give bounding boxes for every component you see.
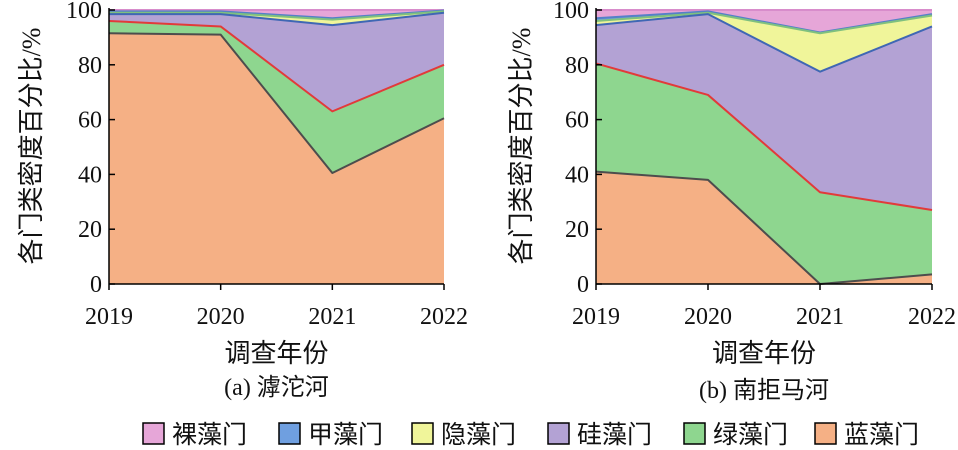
- y-tick-label: 0: [577, 272, 589, 298]
- area-蓝藻门: [596, 171, 932, 284]
- legend-label-隐藻门: 隐藻门: [441, 421, 516, 449]
- y-tick-label: 20: [78, 217, 102, 243]
- legend-swatch-蓝藻门: [814, 422, 837, 445]
- legend-label-绿藻门: 绿藻门: [713, 421, 788, 449]
- x-tick-label: 2021: [796, 304, 844, 330]
- y-tick-label: 0: [90, 272, 102, 298]
- legend-label-裸藻门: 裸藻门: [172, 421, 247, 449]
- legend-swatch-裸藻门: [142, 422, 165, 445]
- x-tick-label: 2022: [420, 304, 468, 330]
- panel-caption: (b) 南拒马河: [699, 377, 829, 404]
- series-line-甲藻门: [595, 10, 933, 34]
- series-line-蓝藻门: [108, 32, 445, 175]
- area-绿藻门: [109, 20, 444, 174]
- legend-label-蓝藻门: 蓝藻门: [844, 421, 919, 449]
- x-axis-title: 调查年份: [712, 339, 816, 368]
- y-tick-label: 80: [565, 53, 589, 79]
- x-axis-title: 调查年份: [224, 339, 328, 368]
- y-tick-label: 80: [78, 53, 102, 79]
- legend: 裸藻门 甲藻门 隐藻门 硅藻门 绿藻门 蓝藻门: [142, 421, 919, 449]
- y-tick-label: 40: [565, 162, 589, 188]
- legend-swatch-隐藻门: [411, 422, 434, 445]
- chart-panel-0: 0 20 40 60 80 100 2019 2020 2021 2022 调查年份 各门类密度百分比…: [17, 0, 468, 401]
- y-tick-label: 20: [565, 217, 589, 243]
- y-tick-label: 100: [66, 0, 102, 24]
- series-line-绿藻门: [595, 62, 933, 212]
- legend-label-硅藻门: 硅藻门: [577, 421, 652, 449]
- series-line-隐藻门: [595, 11, 933, 35]
- x-tick-label: 2020: [197, 304, 245, 330]
- area-绿藻门: [596, 63, 932, 285]
- series-line-绿藻门: [108, 19, 445, 113]
- y-axis-title: 各门类密度百分比/%: [507, 28, 536, 265]
- series-line-硅藻门: [595, 13, 933, 73]
- chart-panel-1: 0 20 40 60 80 100 2019 2020 2021 2022 调查年份 各门类密度百分比…: [507, 0, 956, 404]
- y-tick-label: 60: [565, 108, 589, 134]
- area-硅藻门: [596, 14, 932, 211]
- y-tick-label: 100: [553, 0, 589, 24]
- series-line-隐藻门: [109, 10, 445, 21]
- x-tick-label: 2022: [908, 304, 956, 330]
- area-蓝藻门: [109, 33, 444, 284]
- series-line-甲藻门: [109, 9, 445, 20]
- panel-caption: (a) 滹沱河: [224, 374, 329, 401]
- series-line-蓝藻门: [595, 170, 933, 285]
- y-tick-label: 40: [78, 162, 102, 188]
- x-tick-label: 2021: [308, 304, 356, 330]
- legend-label-甲藻门: 甲藻门: [308, 421, 383, 449]
- legend-swatch-甲藻门: [278, 422, 301, 445]
- x-tick-label: 2019: [572, 304, 620, 330]
- y-axis-title: 各门类密度百分比/%: [17, 28, 46, 265]
- legend-swatch-硅藻门: [547, 422, 570, 445]
- area-硅藻门: [109, 12, 444, 112]
- x-tick-label: 2020: [684, 304, 732, 330]
- y-tick-label: 60: [78, 108, 102, 134]
- series-line-硅藻门: [109, 11, 445, 27]
- legend-swatch-绿藻门: [683, 422, 706, 445]
- x-tick-label: 2019: [85, 304, 133, 330]
